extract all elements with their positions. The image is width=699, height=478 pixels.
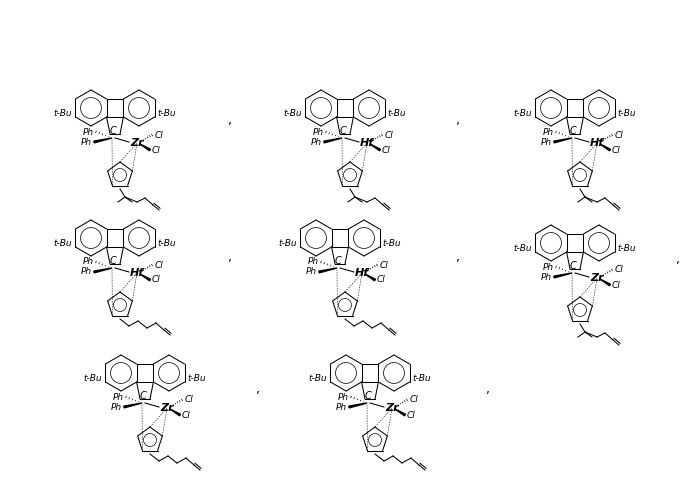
Text: C: C — [340, 126, 347, 136]
Text: Cl: Cl — [185, 395, 194, 404]
Text: ,: , — [456, 251, 460, 264]
Text: t-Bu: t-Bu — [388, 109, 407, 118]
Text: Ph: Ph — [81, 138, 92, 146]
Text: t-Bu: t-Bu — [54, 109, 72, 118]
Polygon shape — [600, 279, 610, 286]
Text: Ph: Ph — [111, 402, 122, 412]
Polygon shape — [140, 274, 150, 281]
Polygon shape — [554, 273, 572, 278]
Text: Cl: Cl — [385, 130, 394, 140]
Polygon shape — [554, 138, 572, 143]
Polygon shape — [124, 403, 142, 408]
Text: ,: , — [256, 383, 260, 396]
Text: Cl: Cl — [155, 130, 164, 140]
Text: ,: , — [456, 113, 460, 127]
Text: Zr: Zr — [590, 273, 604, 283]
Text: Ph: Ph — [541, 138, 552, 146]
Text: t-Bu: t-Bu — [514, 109, 532, 118]
Text: Ph: Ph — [306, 268, 317, 276]
Text: t-Bu: t-Bu — [83, 374, 102, 383]
Text: C: C — [570, 126, 577, 136]
Text: t-Bu: t-Bu — [308, 374, 327, 383]
Text: t-Bu: t-Bu — [158, 239, 177, 248]
Text: ,: , — [486, 383, 490, 396]
Text: Cl: Cl — [152, 145, 161, 154]
Text: Cl: Cl — [612, 281, 621, 290]
Polygon shape — [395, 409, 405, 416]
Text: t-Bu: t-Bu — [284, 109, 302, 118]
Text: Cl: Cl — [155, 261, 164, 270]
Text: t-Bu: t-Bu — [188, 374, 206, 383]
Text: Zr: Zr — [385, 403, 399, 413]
Text: t-Bu: t-Bu — [618, 244, 637, 253]
Text: t-Bu: t-Bu — [413, 374, 431, 383]
Polygon shape — [94, 138, 112, 143]
Polygon shape — [365, 274, 375, 281]
Text: Ph: Ph — [338, 392, 349, 402]
Polygon shape — [324, 138, 342, 143]
Text: Hf: Hf — [355, 268, 369, 278]
Polygon shape — [349, 403, 367, 408]
Text: t-Bu: t-Bu — [158, 109, 177, 118]
Text: Ph: Ph — [113, 392, 124, 402]
Text: Hf: Hf — [360, 138, 374, 148]
Text: t-Bu: t-Bu — [278, 239, 297, 248]
Polygon shape — [370, 144, 380, 151]
Text: Ph: Ph — [311, 138, 322, 146]
Text: Cl: Cl — [380, 261, 389, 270]
Text: Cl: Cl — [382, 145, 391, 154]
Text: Zr: Zr — [130, 138, 144, 148]
Text: t-Bu: t-Bu — [54, 239, 72, 248]
Polygon shape — [140, 144, 150, 151]
Text: ,: , — [676, 253, 680, 267]
Text: Ph: Ph — [81, 268, 92, 276]
Text: t-Bu: t-Bu — [383, 239, 401, 248]
Text: ,: , — [228, 113, 232, 127]
Text: Hf: Hf — [590, 138, 604, 148]
Polygon shape — [170, 409, 180, 416]
Text: C: C — [365, 391, 371, 401]
Text: Ph: Ph — [543, 262, 554, 272]
Text: Hf: Hf — [130, 268, 144, 278]
Text: C: C — [335, 256, 341, 266]
Text: t-Bu: t-Bu — [514, 244, 532, 253]
Text: Ph: Ph — [543, 128, 554, 137]
Polygon shape — [319, 268, 337, 273]
Text: Ph: Ph — [83, 128, 94, 137]
Text: ,: , — [228, 251, 232, 264]
Text: Cl: Cl — [152, 275, 161, 284]
Text: C: C — [110, 256, 116, 266]
Polygon shape — [94, 268, 112, 273]
Text: C: C — [140, 391, 146, 401]
Text: Cl: Cl — [377, 275, 386, 284]
Text: Ph: Ph — [83, 258, 94, 267]
Text: Cl: Cl — [410, 395, 419, 404]
Text: Cl: Cl — [615, 130, 624, 140]
Polygon shape — [600, 144, 610, 151]
Text: Ph: Ph — [541, 272, 552, 282]
Text: C: C — [570, 261, 577, 271]
Text: Ph: Ph — [313, 128, 324, 137]
Text: Zr: Zr — [160, 403, 174, 413]
Text: Ph: Ph — [308, 258, 319, 267]
Text: C: C — [110, 126, 116, 136]
Text: t-Bu: t-Bu — [618, 109, 637, 118]
Text: Cl: Cl — [612, 145, 621, 154]
Text: Cl: Cl — [182, 411, 191, 420]
Text: Cl: Cl — [615, 265, 624, 274]
Text: Ph: Ph — [336, 402, 347, 412]
Text: Cl: Cl — [407, 411, 416, 420]
